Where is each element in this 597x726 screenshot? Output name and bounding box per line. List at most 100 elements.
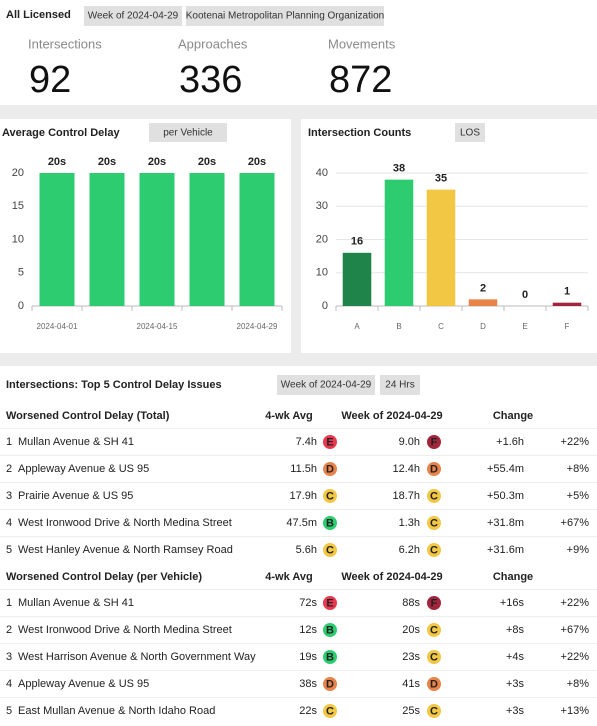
los-badge — [323, 650, 337, 664]
rank: 1 — [6, 436, 12, 448]
los-badge — [323, 596, 337, 610]
x-tick-label: B — [396, 322, 401, 331]
x-tick-label: C — [438, 322, 444, 331]
data-label: 20s — [98, 156, 116, 168]
change-percent: +22% — [561, 436, 590, 448]
data-label: 35 — [435, 173, 447, 185]
week-delay: 41s — [402, 678, 420, 690]
unit-button[interactable] — [149, 123, 227, 142]
los-letter: F — [431, 597, 438, 609]
column-header: Week of 2024-04-29 — [341, 571, 442, 583]
rank: 2 — [6, 463, 12, 475]
intersection-name[interactable]: West Hanley Avenue & North Ramsey Road — [18, 544, 233, 556]
los-letter: C — [326, 544, 334, 556]
los-letter: C — [430, 517, 438, 529]
los-letter: B — [326, 624, 334, 636]
change-percent: +13% — [561, 705, 590, 717]
week-delay: 9.0h — [399, 436, 420, 448]
intersection-name[interactable]: East Mullan Avenue & North Idaho Road — [18, 705, 215, 717]
unit-button-label[interactable]: per Vehicle — [163, 128, 213, 139]
x-tick-label: 2024-04-01 — [37, 322, 78, 331]
unit-button[interactable] — [455, 123, 485, 142]
los-letter: E — [326, 436, 333, 448]
y-tick-label: 40 — [316, 167, 328, 179]
data-label: 16 — [351, 236, 363, 248]
intersection-name[interactable]: Appleway Avenue & US 95 — [18, 678, 149, 690]
column-header: Change — [493, 571, 533, 583]
period-button[interactable] — [380, 375, 420, 395]
avg-delay: 22s — [299, 705, 317, 717]
week-delay: 12.4h — [392, 463, 420, 475]
unit-button-label[interactable]: LOS — [460, 128, 480, 139]
los-letter: C — [430, 651, 438, 663]
avg-delay: 11.5h — [290, 463, 317, 475]
kpi-label: Approaches — [178, 36, 248, 51]
los-badge — [427, 516, 441, 530]
avg-delay: 12s — [299, 624, 317, 636]
change: +31.6m — [487, 544, 524, 556]
change-percent: +22% — [561, 651, 590, 663]
data-label: 38 — [393, 163, 405, 175]
rank: 2 — [6, 624, 12, 636]
los-letter: C — [430, 705, 438, 717]
los-badge — [427, 677, 441, 691]
los-badge — [323, 543, 337, 557]
avg-delay: 19s — [299, 651, 317, 663]
rank: 5 — [6, 544, 12, 556]
y-tick-label: 20 — [12, 167, 24, 179]
los-letter: C — [430, 490, 438, 502]
agency-button-label[interactable]: Kootenai Metropolitan Planning Organizat… — [186, 11, 384, 22]
los-badge — [427, 650, 441, 664]
rank: 1 — [6, 597, 12, 609]
bar — [39, 173, 75, 306]
intersection-name[interactable]: Mullan Avenue & SH 41 — [18, 597, 134, 609]
week-button[interactable] — [84, 6, 182, 26]
week-button[interactable] — [277, 375, 375, 395]
column-header: Week of 2024-04-29 — [341, 410, 442, 422]
kpi-value: 336 — [179, 59, 242, 101]
y-tick-label: 5 — [18, 267, 24, 279]
avg-delay: 72s — [299, 597, 317, 609]
agency-button[interactable] — [186, 6, 384, 26]
week-delay: 1.3h — [399, 517, 420, 529]
week-delay: 6.2h — [399, 544, 420, 556]
y-tick-label: 10 — [12, 233, 24, 245]
data-label: 20s — [248, 156, 266, 168]
intersection-name[interactable]: West Harrison Avenue & North Government … — [18, 651, 256, 663]
los-letter: D — [326, 678, 334, 690]
bar — [189, 173, 225, 306]
los-letter: D — [430, 463, 438, 475]
los-letter: C — [430, 624, 438, 636]
intersection-name[interactable]: Mullan Avenue & SH 41 — [18, 436, 134, 448]
intersection-name[interactable]: Appleway Avenue & US 95 — [18, 463, 149, 475]
y-tick-label: 10 — [316, 267, 328, 279]
chart-title: Intersection Counts — [308, 127, 411, 139]
rank: 4 — [6, 517, 12, 529]
los-letter: C — [326, 705, 334, 717]
bar — [552, 302, 582, 306]
page-title: All Licensed — [6, 9, 71, 21]
los-letter: F — [431, 436, 438, 448]
week-button-label[interactable]: Week of 2024-04-29 — [88, 11, 179, 22]
los-badge — [323, 704, 337, 718]
x-tick-label: 2024-04-29 — [237, 322, 278, 331]
period-button-label[interactable]: 24 Hrs — [385, 380, 414, 391]
los-badge — [427, 623, 441, 637]
intersection-name[interactable]: West Ironwood Drive & North Medina Stree… — [18, 517, 232, 529]
intersection-name[interactable]: Prairie Avenue & US 95 — [18, 490, 133, 502]
avg-delay: 17.9h — [289, 490, 317, 502]
x-tick-label: A — [354, 322, 360, 331]
change-percent: +9% — [567, 544, 590, 556]
change: +50.3m — [487, 490, 524, 502]
change-percent: +22% — [561, 597, 590, 609]
bar — [342, 252, 372, 306]
table-title: Intersections: Top 5 Control Delay Issue… — [6, 379, 222, 391]
bar — [426, 189, 456, 306]
intersection-name[interactable]: West Ironwood Drive & North Medina Stree… — [18, 624, 232, 636]
kpi-label: Movements — [328, 36, 396, 51]
los-badge — [427, 596, 441, 610]
week-button-label[interactable]: Week of 2024-04-29 — [281, 380, 372, 391]
los-letter: E — [326, 597, 333, 609]
x-tick-label: E — [522, 322, 527, 331]
los-letter: C — [326, 490, 334, 502]
